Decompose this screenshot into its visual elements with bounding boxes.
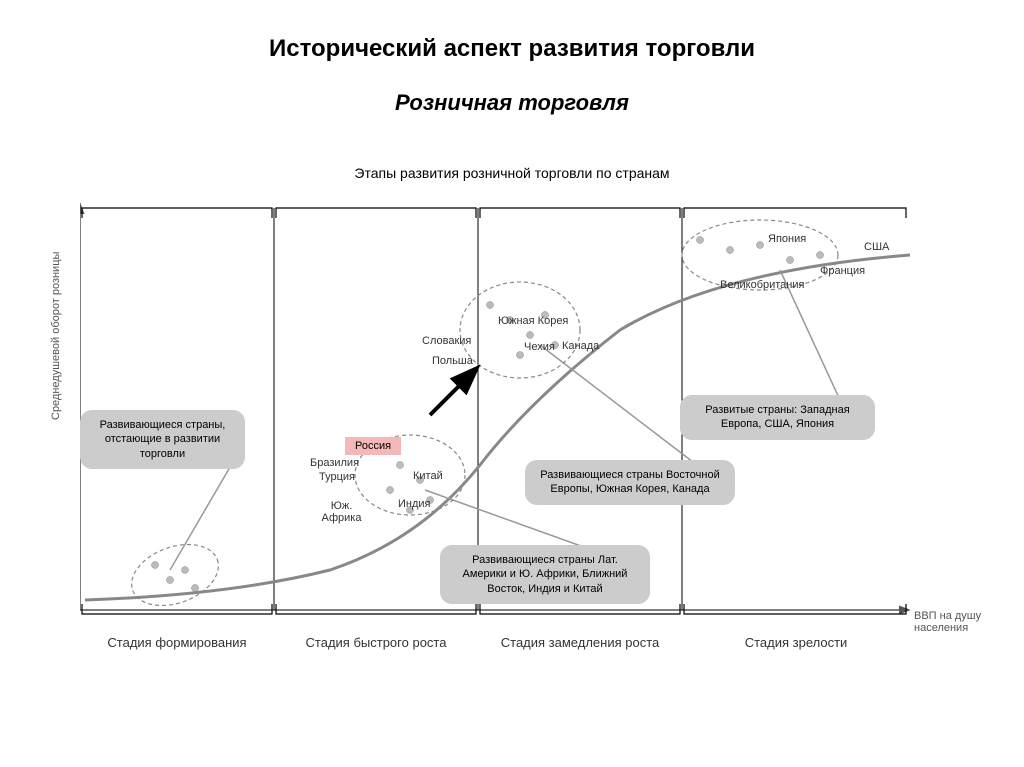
country-label: Китай [413, 470, 443, 482]
country-label: Словакия [422, 335, 471, 347]
country-label: Турция [319, 471, 355, 483]
country-label: Чехия [524, 341, 555, 353]
country-label: Великобритания [720, 279, 804, 291]
callout-c3: Развивающиеся страны Восточной Европы, Ю… [525, 460, 735, 505]
title-sub: Розничная торговля [0, 90, 1024, 116]
country-label: Япония [768, 233, 806, 245]
title-main: Исторический аспект развития торговли [0, 35, 1024, 63]
country-label: Франция [820, 265, 865, 277]
stage-label: Стадия быстрого роста [274, 625, 478, 660]
stage-label: Стадия замедления роста [478, 625, 682, 660]
callout-c4: Развитые страны: Западная Европа, США, Я… [680, 395, 875, 440]
country-label: Индия [398, 498, 431, 510]
country-label-russia: Россия [345, 437, 401, 455]
callout-c2: Развивающиеся страны Лат. Америки и Ю. А… [440, 545, 650, 604]
country-label: Бразилия [310, 457, 359, 469]
stage-labels: Стадия формированияСтадия быстрого роста… [80, 625, 910, 660]
country-label: Юж. Африка [314, 500, 369, 524]
stage-label: Стадия формирования [80, 625, 274, 660]
country-label: США [864, 241, 889, 253]
y-axis-label: Среднедушевой оборот розницы [50, 252, 62, 420]
callout-c1: Развивающиеся страны, отстающие в развит… [80, 410, 245, 469]
chart-title: Этапы развития розничной торговли по стр… [0, 165, 1024, 181]
country-label: Канада [562, 340, 599, 352]
x-axis-label: ВВП на душу населения [914, 610, 1004, 634]
country-label: Южная Корея [498, 315, 568, 327]
stage-label: Стадия зрелости [682, 625, 910, 660]
country-label: Польша [432, 355, 473, 367]
